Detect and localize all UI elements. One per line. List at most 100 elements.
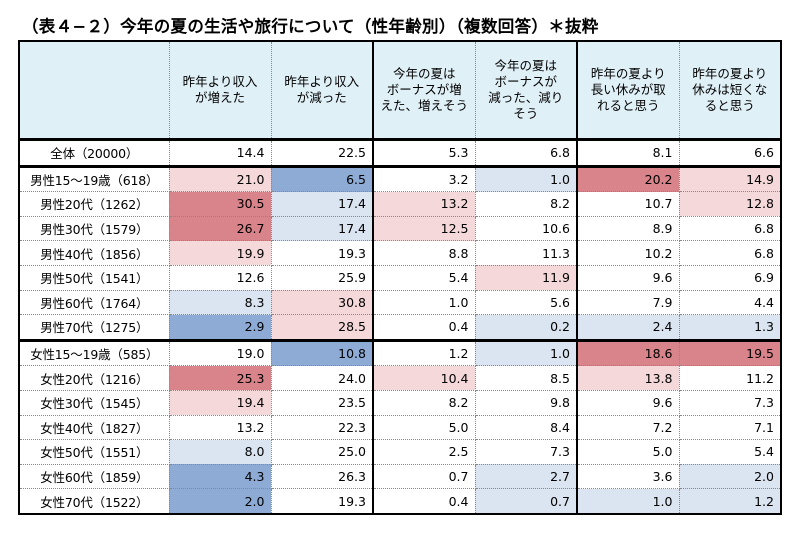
row-label: 男性70代（1275） (18, 314, 170, 341)
table-row: 男性30代（1579） 26.7 17.4 12.5 10.6 8.9 6.8 (18, 215, 782, 242)
value-cell: 23.5 (270, 389, 374, 416)
value-cell: 10.2 (576, 240, 680, 266)
survey-table: 昨年より収入 が増えた 昨年より収入 が減った 今年の夏は ボーナスが増 えた、増えそう 今年… (18, 40, 782, 515)
value-cell: 7.1 (678, 414, 782, 441)
value-cell: 22.3 (270, 414, 374, 441)
value-cell: 20.2 (576, 164, 680, 193)
column-header-line: 昨年より収入 (284, 74, 360, 89)
value-cell: 6.8 (678, 215, 782, 242)
column-header-line: 昨年の夏より (692, 66, 768, 81)
value-cell: 7.9 (576, 289, 680, 316)
table-row: 男性50代（1541） 12.6 25.9 5.4 11.9 9.6 6.9 (18, 264, 782, 291)
table-title: （表４−２）今年の夏の生活や旅行について（性年齢別）（複数回答）＊抜粋 (22, 17, 599, 36)
row-label: 女性50代（1551） (18, 439, 170, 465)
column-header: 昨年より収入 が減った (270, 40, 374, 140)
column-header: 今年の夏は ボーナスが 減った、減り そう (474, 40, 578, 140)
value-cell: 6.5 (270, 164, 374, 193)
value-cell: 2.0 (168, 488, 272, 515)
value-cell: 8.1 (576, 138, 680, 167)
value-cell: 10.4 (372, 365, 476, 391)
column-header-line: 長い休みが取 (590, 82, 666, 97)
value-cell: 12.5 (372, 215, 476, 242)
value-cell: 8.4 (474, 414, 578, 441)
value-cell: 5.6 (474, 289, 578, 316)
value-cell: 10.7 (576, 191, 680, 217)
value-cell: 26.3 (270, 463, 374, 490)
value-cell: 10.8 (270, 338, 374, 367)
value-cell: 7.3 (474, 439, 578, 465)
value-cell: 30.8 (270, 289, 374, 316)
row-label: 女性20代（1216） (18, 365, 170, 391)
column-header-line: 昨年の夏より (590, 66, 666, 81)
column-header: 昨年の夏より 長い休みが取 れると思う (576, 40, 680, 140)
value-cell: 6.8 (474, 138, 578, 167)
value-cell: 1.0 (474, 338, 578, 367)
row-label: 全体（20000） (18, 138, 170, 167)
value-cell: 19.9 (168, 240, 272, 266)
value-cell: 1.2 (372, 338, 476, 367)
value-cell: 8.5 (474, 365, 578, 391)
column-header-line: そう (513, 106, 539, 121)
row-label: 女性60代（1859） (18, 463, 170, 490)
table-row: 女性20代（1216） 25.3 24.0 10.4 8.5 13.8 11.2 (18, 365, 782, 391)
value-cell: 8.9 (576, 215, 680, 242)
column-header-line: えた、増えそう (380, 98, 468, 113)
value-cell: 8.3 (168, 289, 272, 316)
row-label: 女性15〜19歳（585） (18, 338, 170, 367)
value-cell: 2.0 (678, 463, 782, 490)
value-cell: 0.4 (372, 314, 476, 341)
value-cell: 6.9 (678, 264, 782, 291)
value-cell: 24.0 (270, 365, 374, 391)
value-cell: 1.0 (576, 488, 680, 515)
value-cell: 2.5 (372, 439, 476, 465)
column-header-line: ボーナスが増 (386, 82, 462, 97)
table-row: 女性60代（1859） 4.3 26.3 0.7 2.7 3.6 2.0 (18, 463, 782, 490)
row-label: 男性20代（1262） (18, 191, 170, 217)
column-header-line: れると思う (596, 98, 660, 113)
row-label: 女性70代（1522） (18, 488, 170, 515)
value-cell: 7.2 (576, 414, 680, 441)
value-cell: 6.6 (678, 138, 782, 167)
value-cell: 1.0 (372, 289, 476, 316)
table-body: 全体（20000） 14.4 22.5 5.3 6.8 8.1 6.6 男性15〜19歳（61… (18, 138, 782, 515)
table-row: 男性70代（1275） 2.9 28.5 0.4 0.2 2.4 1.3 (18, 314, 782, 341)
value-cell: 14.9 (678, 164, 782, 193)
value-cell: 22.5 (270, 138, 374, 167)
row-label: 男性15〜19歳（618） (18, 164, 170, 193)
column-header-line: 昨年より収入 (182, 74, 258, 89)
value-cell: 13.2 (168, 414, 272, 441)
table-row: 女性15〜19歳（585） 19.0 10.8 1.2 1.0 18.6 19.5 (18, 338, 782, 367)
value-cell: 0.4 (372, 488, 476, 515)
value-cell: 0.2 (474, 314, 578, 341)
value-cell: 1.0 (474, 164, 578, 193)
value-cell: 19.0 (168, 338, 272, 367)
value-cell: 1.3 (678, 314, 782, 341)
table-row: 女性40代（1827） 13.2 22.3 5.0 8.4 7.2 7.1 (18, 414, 782, 441)
value-cell: 19.3 (270, 488, 374, 515)
column-header-line: が増えた (194, 90, 245, 105)
value-cell: 4.4 (678, 289, 782, 316)
value-cell: 6.8 (678, 240, 782, 266)
value-cell: 11.2 (678, 365, 782, 391)
value-cell: 25.0 (270, 439, 374, 465)
value-cell: 2.9 (168, 314, 272, 341)
column-header-line: ると思う (704, 98, 755, 113)
value-cell: 5.0 (576, 439, 680, 465)
value-cell: 3.2 (372, 164, 476, 193)
header-row: 昨年より収入 が増えた 昨年より収入 が減った 今年の夏は ボーナスが増 えた、増えそう 今年… (18, 40, 782, 140)
value-cell: 0.7 (372, 463, 476, 490)
value-cell: 8.2 (474, 191, 578, 217)
value-cell: 3.6 (576, 463, 680, 490)
table-row: 男性15〜19歳（618） 21.0 6.5 3.2 1.0 20.2 14.9 (18, 164, 782, 193)
value-cell: 14.4 (168, 138, 272, 167)
value-cell: 5.4 (372, 264, 476, 291)
row-label: 男性50代（1541） (18, 264, 170, 291)
value-cell: 9.6 (576, 264, 680, 291)
table-row: 男性40代（1856） 19.9 19.3 8.8 11.3 10.2 6.8 (18, 240, 782, 266)
value-cell: 5.0 (372, 414, 476, 441)
column-header: 今年の夏は ボーナスが増 えた、増えそう (372, 40, 476, 140)
row-label: 女性30代（1545） (18, 389, 170, 416)
value-cell: 25.9 (270, 264, 374, 291)
table-row: 女性30代（1545） 19.4 23.5 8.2 9.8 9.6 7.3 (18, 389, 782, 416)
value-cell: 12.6 (168, 264, 272, 291)
